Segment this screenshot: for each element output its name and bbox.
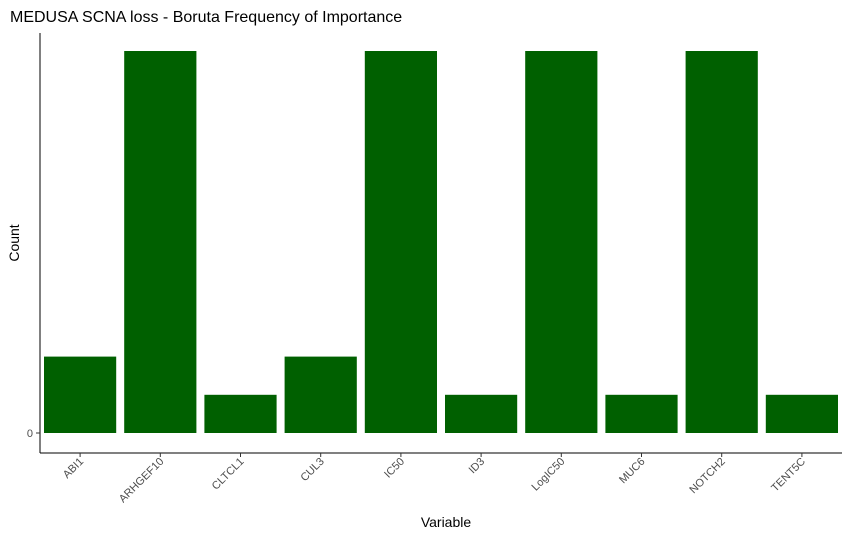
x-tick-label: TENT5C xyxy=(769,456,808,495)
bar-abi1 xyxy=(44,356,117,433)
bar-ic50 xyxy=(364,51,437,433)
x-tick-label: ARHGEF10 xyxy=(117,456,167,506)
bar-id3 xyxy=(445,394,518,433)
x-ticks-group: ABI1 ARHGEF10 CLTCL1 CUL3 IC50 ID3 LogIC50 MUC6… xyxy=(61,453,808,505)
y-ticks-group: 0 xyxy=(27,428,40,440)
x-tick-label: ABI1 xyxy=(61,456,86,481)
chart-title: MEDUSA SCNA loss - Boruta Frequency of I… xyxy=(10,9,402,26)
y-axis-title: Count xyxy=(6,224,22,261)
bar-cul3 xyxy=(284,356,357,433)
x-tick-label: MUC6 xyxy=(617,456,648,487)
x-tick-label: IC50 xyxy=(382,456,407,481)
x-tick-label: CLTCL1 xyxy=(210,456,247,493)
bar-cltcl1 xyxy=(204,394,277,433)
bar-logic50 xyxy=(525,51,598,433)
x-tick-label: NOTCH2 xyxy=(687,456,727,496)
bar-muc6 xyxy=(605,394,678,433)
x-tick-label: ID3 xyxy=(467,456,488,477)
x-tick-label: CUL3 xyxy=(298,456,326,484)
y-tick-label: 0 xyxy=(27,428,33,440)
x-tick-label: LogIC50 xyxy=(530,456,568,494)
bar-notch2 xyxy=(685,51,758,433)
x-axis-title: Variable xyxy=(421,514,472,530)
bar-tent5c xyxy=(765,394,838,433)
bar-arhgef10 xyxy=(124,51,197,433)
bars-group xyxy=(44,51,838,433)
